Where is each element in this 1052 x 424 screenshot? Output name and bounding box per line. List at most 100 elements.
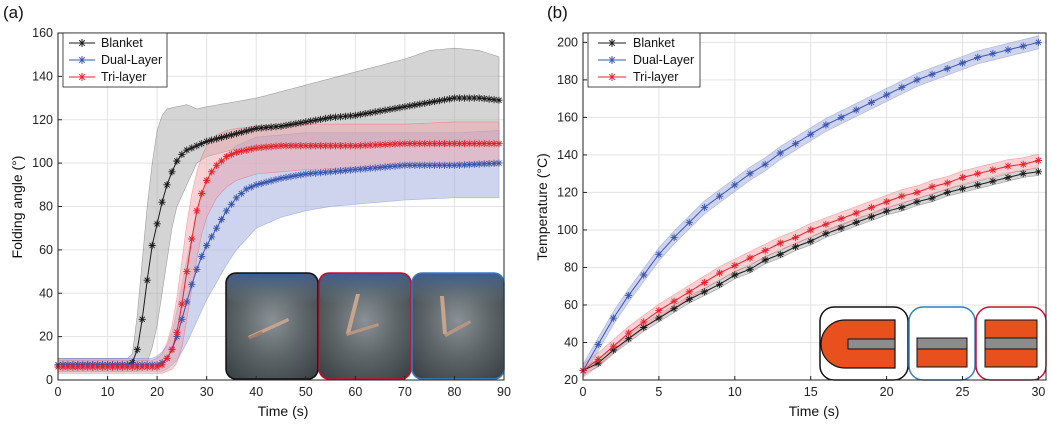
point-tri-layer xyxy=(123,363,131,371)
point-tri-layer xyxy=(341,142,349,150)
inset-schematics-b xyxy=(819,306,1047,381)
point-dual-layer xyxy=(193,265,201,273)
point-dual-layer xyxy=(173,333,181,341)
point-tri-layer xyxy=(913,188,921,196)
legend-label-tri-b: Tri-layer xyxy=(633,70,678,84)
point-blanket xyxy=(421,99,429,107)
point-dual-layer xyxy=(475,160,483,168)
point-tri-layer xyxy=(257,143,265,152)
point-dual-layer xyxy=(198,252,206,260)
point-tri-layer xyxy=(148,363,156,371)
point-tri-layer xyxy=(64,363,72,371)
point-blanket xyxy=(495,96,503,104)
x-tick-label: 15 xyxy=(804,385,818,399)
point-tri-layer xyxy=(217,157,226,165)
point-blanket xyxy=(624,335,633,343)
legend-marker xyxy=(608,56,616,64)
point-blanket xyxy=(356,110,364,119)
legend-marker xyxy=(78,56,86,64)
panel-label-b: (b) xyxy=(547,3,568,22)
point-dual-layer xyxy=(594,340,602,348)
point-tri-layer xyxy=(381,140,389,149)
point-blanket xyxy=(426,98,434,106)
point-dual-layer xyxy=(292,172,300,180)
point-dual-layer xyxy=(485,160,493,168)
point-tri-layer xyxy=(262,143,270,151)
x-tick-label: 20 xyxy=(880,385,894,399)
point-tri-layer xyxy=(431,140,439,148)
point-tri-layer xyxy=(716,269,724,277)
point-tri-layer xyxy=(989,166,997,174)
point-blanket xyxy=(731,271,739,279)
point-tri-layer xyxy=(237,147,245,155)
point-tri-layer xyxy=(421,140,429,148)
point-tri-layer xyxy=(685,288,693,296)
point-dual-layer xyxy=(267,177,275,185)
point-dual-layer xyxy=(746,170,754,178)
point-tri-layer xyxy=(371,141,379,149)
point-tri-layer xyxy=(746,254,754,262)
point-dual-layer xyxy=(282,173,290,181)
point-blanket xyxy=(143,276,151,284)
point-dual-layer xyxy=(440,161,449,169)
point-tri-layer xyxy=(958,173,967,181)
y-tick-label: 60 xyxy=(564,298,578,312)
plot-frame xyxy=(57,32,505,381)
point-dual-layer xyxy=(898,83,906,91)
point-blanket xyxy=(470,94,478,102)
point-blanket xyxy=(317,115,325,123)
point-tri-layer xyxy=(655,307,663,315)
point-blanket xyxy=(455,94,463,102)
point-dual-layer xyxy=(217,215,226,224)
point-dual-layer xyxy=(807,130,815,138)
point-tri-layer xyxy=(277,142,285,150)
point-dual-layer xyxy=(426,161,434,169)
point-blanket xyxy=(416,100,424,108)
point-blanket xyxy=(401,103,409,111)
point-dual-layer xyxy=(700,203,708,211)
y-tick-label: 20 xyxy=(39,330,53,344)
point-dual-layer xyxy=(366,164,374,172)
point-blanket xyxy=(381,106,389,114)
point-dual-layer xyxy=(376,163,384,172)
point-tri-layer xyxy=(128,363,136,371)
point-blanket xyxy=(346,112,354,120)
point-tri-layer xyxy=(232,148,240,156)
point-blanket xyxy=(746,265,754,273)
legend-marker xyxy=(78,39,86,47)
point-blanket xyxy=(640,323,648,332)
point-tri-layer xyxy=(158,361,166,369)
point-blanket xyxy=(287,120,295,129)
y-tick-label: 180 xyxy=(557,73,578,87)
point-tri-layer xyxy=(594,355,602,363)
y-tick-label: 120 xyxy=(32,113,53,127)
point-tri-layer xyxy=(490,140,498,148)
point-tri-layer xyxy=(252,144,260,152)
point-dual-layer xyxy=(989,50,997,58)
point-tri-layer xyxy=(386,140,394,148)
point-blanket xyxy=(670,305,678,313)
point-dual-layer xyxy=(450,161,458,169)
point-dual-layer xyxy=(1019,42,1027,50)
x-axis-label-a: Time (s) xyxy=(258,403,309,419)
point-dual-layer xyxy=(391,162,399,170)
point-tri-layer xyxy=(465,140,473,148)
point-dual-layer xyxy=(761,160,769,168)
point-tri-layer xyxy=(118,363,126,371)
legend-label-blanket-a: Blanket xyxy=(101,36,143,50)
point-blanket xyxy=(188,144,196,152)
point-blanket xyxy=(776,250,784,258)
y-tick-label: 100 xyxy=(557,223,578,237)
legend-label-blanket-b: Blanket xyxy=(633,36,675,50)
y-tick-label: 120 xyxy=(557,185,578,199)
point-tri-layer xyxy=(287,142,295,150)
x-tick-label: 60 xyxy=(348,385,362,399)
point-tri-layer xyxy=(84,363,92,371)
point-blanket xyxy=(411,101,419,109)
point-dual-layer xyxy=(465,161,473,169)
point-blanket xyxy=(232,130,240,138)
point-dual-layer xyxy=(272,176,280,184)
x-tick-label: 90 xyxy=(497,385,511,399)
point-dual-layer xyxy=(401,161,409,169)
point-blanket xyxy=(203,137,211,145)
